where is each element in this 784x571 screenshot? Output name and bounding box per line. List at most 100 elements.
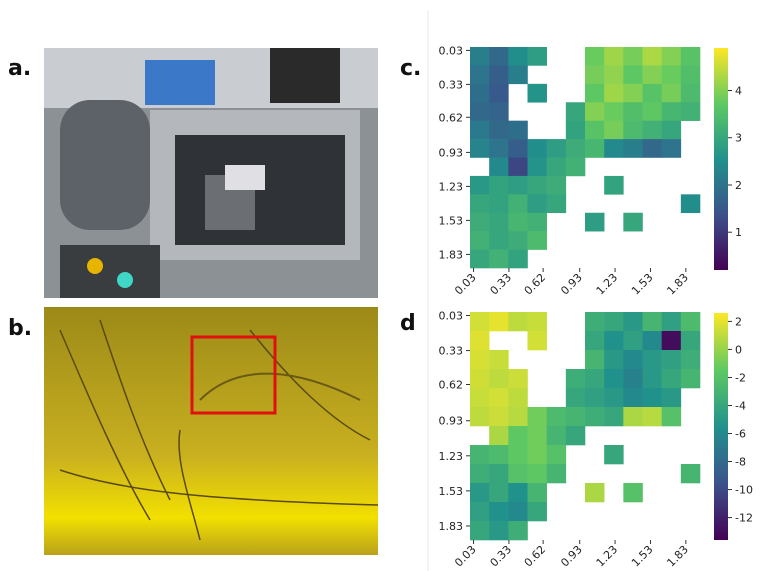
heat-cell — [681, 350, 700, 369]
heat-cell — [585, 47, 604, 66]
colorbar-tick-label: 2 — [735, 315, 742, 328]
heat-cell — [508, 139, 527, 158]
colorbar-tick-label: 0 — [735, 343, 742, 356]
heat-cell — [604, 47, 623, 66]
heat-cell — [470, 213, 489, 232]
colorbar — [714, 313, 728, 540]
heat-cell — [470, 388, 489, 407]
heat-cell — [547, 176, 566, 195]
heat-cell — [489, 369, 508, 388]
heat-cell — [585, 350, 604, 369]
heat-cell — [585, 84, 604, 103]
heat-cell — [662, 369, 681, 388]
heat-cell — [528, 407, 547, 426]
heat-cell — [585, 483, 604, 502]
heat-cell — [662, 84, 681, 103]
heat-cell — [470, 312, 489, 331]
heat-cell — [508, 388, 527, 407]
heat-cell — [623, 369, 642, 388]
heat-cell — [470, 250, 489, 269]
colorbar — [714, 48, 728, 270]
heat-cell — [604, 388, 623, 407]
heat-cell — [489, 139, 508, 158]
heat-cell — [662, 312, 681, 331]
heat-cell — [508, 502, 527, 521]
x-tick-label: 0.33 — [488, 543, 515, 570]
heat-cell — [508, 407, 527, 426]
heat-cell — [662, 47, 681, 66]
heat-cell — [489, 388, 508, 407]
heat-cell — [508, 121, 527, 140]
heat-cell — [528, 158, 547, 177]
heat-cell — [470, 445, 489, 464]
heat-cell — [623, 350, 642, 369]
heat-cell — [681, 312, 700, 331]
heat-cell — [489, 464, 508, 483]
heat-cell — [508, 250, 527, 269]
heat-cell — [566, 102, 585, 121]
heat-cell — [528, 312, 547, 331]
heat-cell — [662, 121, 681, 140]
heat-cell — [508, 231, 527, 250]
heat-cell — [470, 194, 489, 213]
heat-cell — [489, 65, 508, 84]
heat-cell — [528, 231, 547, 250]
heat-cell — [470, 407, 489, 426]
heat-cell — [547, 464, 566, 483]
heat-cell — [470, 121, 489, 140]
x-tick-label: 1.53 — [629, 543, 656, 570]
y-tick-label: 1.83 — [439, 520, 464, 533]
panel-label: b. — [8, 316, 32, 341]
heat-cell — [470, 102, 489, 121]
heat-cell — [643, 388, 662, 407]
heat-cell — [662, 350, 681, 369]
heat-cell — [489, 102, 508, 121]
heat-cell — [623, 312, 642, 331]
heat-cell — [508, 194, 527, 213]
heat-cell — [508, 213, 527, 232]
heat-cell — [470, 464, 489, 483]
x-tick-label: 0.03 — [452, 271, 479, 298]
heat-cell — [643, 407, 662, 426]
x-tick-label: 1.83 — [664, 543, 691, 570]
heat-cell — [470, 139, 489, 158]
heat-cell — [643, 331, 662, 350]
panel-label: c. — [400, 56, 421, 81]
heat-cell — [623, 47, 642, 66]
x-tick-label: 1.83 — [664, 271, 691, 298]
heat-cell — [681, 102, 700, 121]
heat-cell — [508, 158, 527, 177]
heat-cell — [508, 47, 527, 66]
y-tick-label: 1.23 — [439, 450, 464, 463]
heat-cell — [489, 84, 508, 103]
heat-cell — [547, 139, 566, 158]
heat-cell — [470, 65, 489, 84]
heat-cell — [489, 158, 508, 177]
heat-cell — [585, 65, 604, 84]
heat-cell — [662, 331, 681, 350]
heat-cell — [528, 483, 547, 502]
heat-cell — [681, 464, 700, 483]
heat-cell — [604, 65, 623, 84]
heat-cell — [643, 102, 662, 121]
heat-cell — [508, 521, 527, 540]
heat-cell — [623, 139, 642, 158]
y-tick-label: 1.23 — [439, 180, 464, 193]
heat-cell — [623, 213, 642, 232]
heat-cell — [508, 176, 527, 195]
heat-cell — [489, 194, 508, 213]
heat-cell — [585, 139, 604, 158]
x-tick-label: 0.93 — [558, 271, 585, 298]
y-tick-label: 0.62 — [439, 111, 464, 124]
heat-cell — [604, 84, 623, 103]
heat-cell — [681, 194, 700, 213]
heat-cell — [470, 84, 489, 103]
heat-cell — [470, 47, 489, 66]
heat-cell — [681, 84, 700, 103]
heat-cell — [566, 369, 585, 388]
y-tick-label: 0.03 — [439, 44, 464, 57]
x-tick-label: 0.33 — [488, 271, 515, 298]
heat-cell — [643, 369, 662, 388]
heat-cell — [623, 121, 642, 140]
colorbar-tick-label: -12 — [735, 512, 753, 525]
